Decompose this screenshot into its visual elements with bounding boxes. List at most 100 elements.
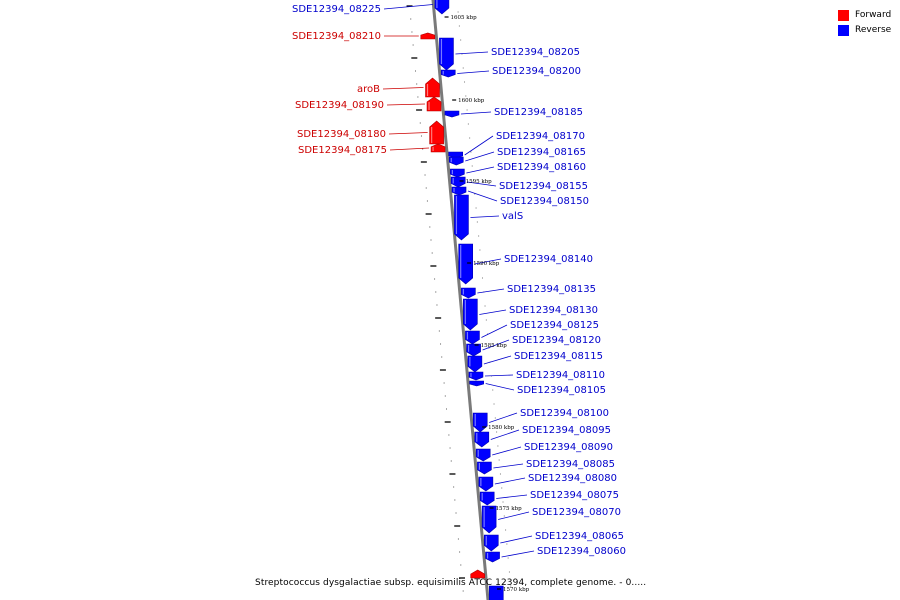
gene-arrow[interactable]	[483, 534, 499, 552]
label-leader	[483, 355, 512, 365]
gene-arrow[interactable]	[465, 330, 480, 345]
gene-label[interactable]: SDE12394_08160	[497, 162, 586, 173]
gene-arrow[interactable]	[420, 32, 436, 40]
gene-arrow[interactable]	[440, 69, 456, 78]
gene-label[interactable]: aroB	[357, 84, 380, 95]
gene-label[interactable]: SDE12394_08080	[528, 473, 617, 484]
gene-label[interactable]: SDE12394_08150	[500, 196, 589, 207]
gene-arrow[interactable]	[461, 287, 476, 299]
gene-label[interactable]: SDE12394_08065	[535, 531, 624, 542]
gene-SDE12394_08115[interactable]	[467, 355, 483, 373]
gene-label[interactable]: SDE12394_08205	[491, 47, 580, 58]
legend-label-reverse: Reverse	[855, 25, 892, 35]
gene-SDE12394_08165[interactable]	[448, 156, 464, 166]
gene-SDE12394_08075[interactable]	[479, 491, 495, 506]
gene-label[interactable]: SDE12394_08105	[517, 385, 606, 396]
gene-SDE12394_08125[interactable]	[465, 330, 480, 345]
gene-arrow[interactable]	[448, 156, 464, 166]
gene-label[interactable]: SDE12394_08130	[509, 305, 598, 316]
gene-SDE12394_08150[interactable]	[451, 186, 467, 196]
gene-SDE12394_08225[interactable]	[434, 0, 450, 15]
gene-label[interactable]: SDE12394_08225	[292, 4, 381, 15]
label-leader	[467, 190, 498, 202]
gene-label[interactable]: SDE12394_08170	[496, 131, 585, 142]
gene-arrow[interactable]	[463, 298, 478, 331]
gene-arrow[interactable]	[468, 371, 484, 381]
gene-arrow[interactable]	[425, 77, 440, 98]
gene-label[interactable]: SDE12394_08155	[499, 181, 588, 192]
gene-label[interactable]: SDE12394_08135	[507, 284, 596, 295]
gene-label[interactable]: SDE12394_08190	[295, 100, 384, 111]
gene-arrow[interactable]	[466, 343, 481, 357]
gene-SDE12394_08210[interactable]	[420, 32, 436, 40]
gene-SDE12394_08130[interactable]	[463, 298, 478, 331]
gene-label[interactable]: SDE12394_08200	[492, 66, 581, 77]
gene-label[interactable]: SDE12394_08120	[512, 335, 601, 346]
gene-label[interactable]: SDE12394_08070	[532, 507, 621, 518]
gene-aroB[interactable]	[425, 77, 440, 98]
gene-arrow[interactable]	[477, 461, 492, 475]
gene-arrow[interactable]	[454, 194, 469, 241]
gene-label[interactable]: SDE12394_08140	[504, 254, 593, 265]
gene-label[interactable]: SDE12394_08115	[514, 351, 603, 362]
gene-label[interactable]: SDE12394_08060	[537, 546, 626, 557]
gene-arrow[interactable]	[450, 176, 466, 188]
gene-SDE12394_08200[interactable]	[440, 69, 456, 78]
gene-label[interactable]: SDE12394_08165	[497, 147, 586, 158]
gene-label[interactable]: SDE12394_08075	[530, 490, 619, 501]
gene-SDE12394_08070[interactable]	[481, 505, 497, 534]
gene-arrow[interactable]	[478, 476, 494, 492]
gene-SDE12394_08135[interactable]	[461, 287, 476, 299]
legend-label-forward: Forward	[855, 10, 892, 20]
gene-arrow[interactable]	[469, 380, 484, 387]
gene-SDE12394_08155[interactable]	[450, 176, 466, 188]
gene-SDE12394_08095[interactable]	[474, 431, 490, 448]
gene-label[interactable]: SDE12394_08085	[526, 459, 615, 470]
gene-SDE12394_08110[interactable]	[468, 371, 484, 381]
gene-label[interactable]: SDE12394_08110	[516, 370, 605, 381]
gene-label[interactable]: SDE12394_08100	[520, 408, 609, 419]
gene-SDE12394_08205[interactable]	[439, 37, 454, 71]
gene-SDE12394_08120[interactable]	[466, 343, 481, 357]
gene-label[interactable]: SDE12394_08090	[524, 442, 613, 453]
gene-valS[interactable]	[454, 194, 469, 241]
gene-arrow[interactable]	[439, 37, 454, 71]
gene-arrow[interactable]	[474, 431, 490, 448]
gene-label[interactable]: SDE12394_08095	[522, 425, 611, 436]
gene-arrow[interactable]	[430, 143, 446, 153]
gene-SDE12394_08140[interactable]	[458, 243, 474, 285]
gene-label[interactable]: SDE12394_08125	[510, 320, 599, 331]
gene-SDE12394_08105[interactable]	[469, 380, 484, 387]
gene-label[interactable]: SDE12394_08175	[298, 145, 387, 156]
gene-arrow[interactable]	[481, 505, 497, 534]
gene-label[interactable]: valS	[502, 211, 523, 222]
gene-SDE12394_08085[interactable]	[477, 461, 492, 475]
gene-arrow[interactable]	[426, 96, 442, 112]
gene-arrow[interactable]	[450, 168, 465, 178]
gene-SDE12394_08190[interactable]	[426, 96, 442, 112]
gene-arrow[interactable]	[458, 243, 474, 285]
gene-SDE12394_08090[interactable]	[475, 448, 491, 462]
gene-SDE12394_08185[interactable]	[444, 110, 460, 118]
gene-SDE12394_08080[interactable]	[478, 476, 494, 492]
gene-arrow[interactable]	[479, 491, 495, 506]
gene-arrow[interactable]	[485, 551, 500, 563]
gene-SDE12394_08160[interactable]	[450, 168, 465, 178]
gene-SDE12394_08100[interactable]	[472, 412, 488, 433]
gene-SDE12394_08065[interactable]	[483, 534, 499, 552]
gene-arrow[interactable]	[475, 448, 491, 462]
gene-label[interactable]: SDE12394_08180	[297, 129, 386, 140]
gene-arrow[interactable]	[467, 355, 483, 373]
gene-label[interactable]: SDE12394_08185	[494, 107, 583, 118]
gene-arrow[interactable]	[451, 186, 467, 196]
gene-SDE12394_08060[interactable]	[485, 551, 500, 563]
gene-arrow[interactable]	[429, 120, 444, 145]
gene-arrow[interactable]	[434, 0, 450, 15]
gene-SDE12394_08180[interactable]	[429, 120, 444, 145]
gene-arrow[interactable]	[444, 110, 460, 118]
label-leader	[484, 374, 514, 377]
gene-label[interactable]: SDE12394_08210	[292, 31, 381, 42]
gene-SDE12394_08175[interactable]	[430, 143, 446, 153]
label-leader	[479, 309, 507, 315]
